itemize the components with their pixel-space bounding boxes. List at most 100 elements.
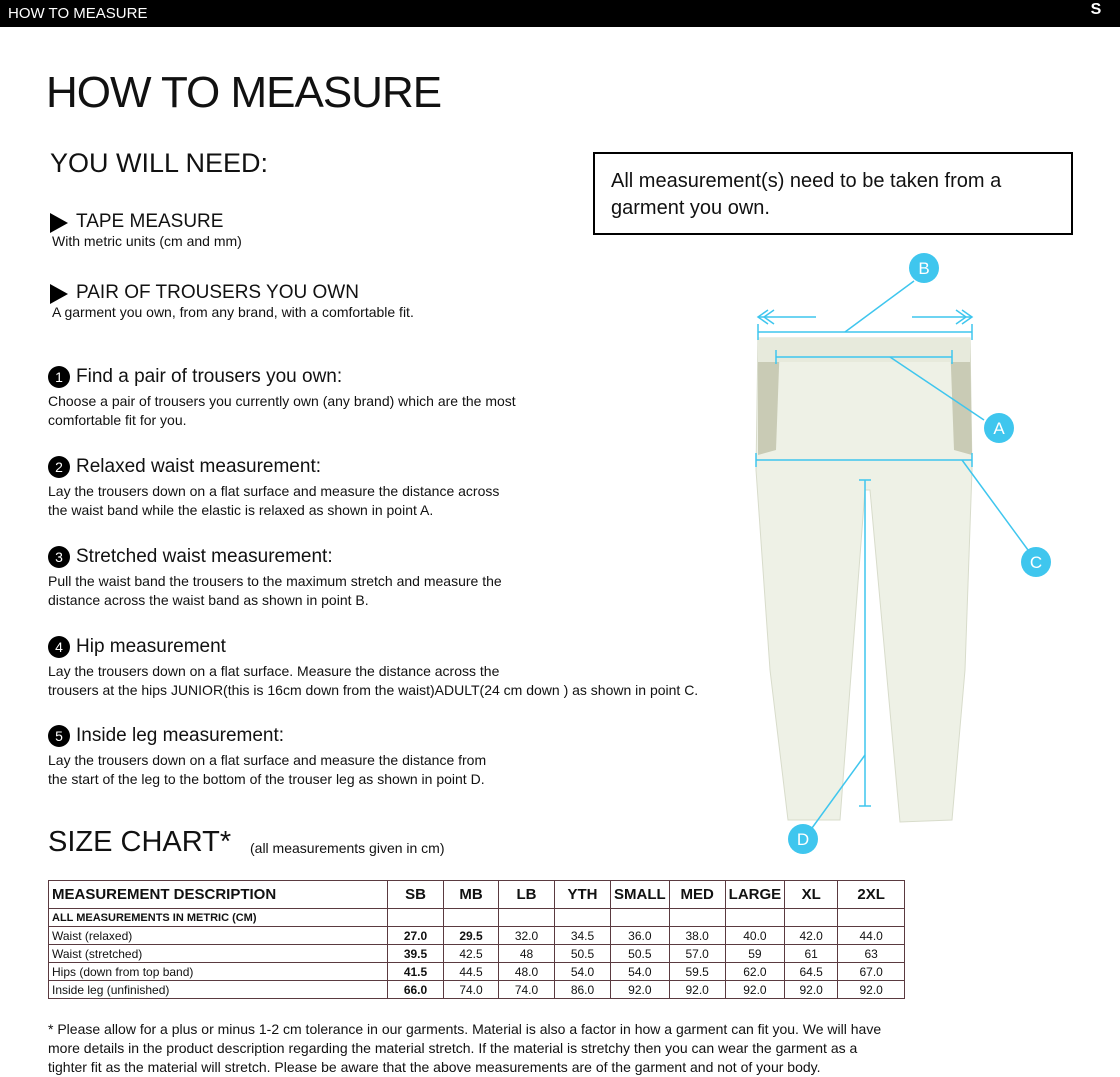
table-cell: 63 xyxy=(837,944,906,963)
step-title: Relaxed waist measurement: xyxy=(76,456,321,477)
top-bar: HOW TO MEASURE S SURRIDGE xyxy=(0,0,1120,35)
column-header: XL xyxy=(784,880,839,909)
table-cell xyxy=(387,908,444,927)
table-cell xyxy=(724,908,786,927)
table-cell: 92.0 xyxy=(724,980,786,999)
you-will-need-title: YOU WILL NEED: xyxy=(50,148,269,178)
table-row: Waist (stretched) 39.5 42.5 48 50.5 50.5 57.0 5… xyxy=(48,944,906,963)
step-title: Inside leg measurement: xyxy=(76,725,285,746)
step-text: Choose a pair of trousers you currently … xyxy=(48,393,516,428)
column-header: LB xyxy=(498,880,555,909)
column-header: SB xyxy=(387,880,444,909)
step-title: Find a pair of trousers you own: xyxy=(76,366,343,387)
table-cell xyxy=(784,908,839,927)
step-title: Hip measurement xyxy=(76,636,226,657)
table-cell: 74.0 xyxy=(498,980,555,999)
step-title: Stretched waist measurement: xyxy=(76,546,333,567)
step-number-icon: 4 xyxy=(48,636,70,658)
table-cell xyxy=(443,908,499,927)
size-chart-title: SIZE CHART* xyxy=(48,826,232,858)
table-row: Waist (relaxed) 27.0 29.5 32.0 34.5 36.0 38.0 4… xyxy=(48,926,906,945)
table-subheader-row: ALL MEASUREMENTS IN METRIC (CM) xyxy=(48,908,906,927)
column-header: LARGE xyxy=(724,880,786,909)
table-header-row: MEASUREMENT DESCRIPTION SB MB LB YTH SMALL MED… xyxy=(48,880,906,909)
column-header: MB xyxy=(443,880,499,909)
column-header: MED xyxy=(668,880,726,909)
table-cell xyxy=(498,908,555,927)
table-row: Hips (down from top band) 41.5 44.5 48.0 54.… xyxy=(48,962,906,981)
surridge-logo: S SURRIDGE xyxy=(1081,1,1111,35)
step-number-icon: 3 xyxy=(48,546,70,568)
table-cell: 67.0 xyxy=(837,962,906,981)
footnote: * Please allow for a plus or minus 1-2 c… xyxy=(48,1021,882,1075)
column-header: YTH xyxy=(554,880,611,909)
table-cell: 32.0 xyxy=(498,926,555,945)
table-cell: 92.0 xyxy=(668,980,726,999)
table-cell xyxy=(668,908,726,927)
table-cell: 64.5 xyxy=(784,962,839,981)
table-cell: 42.0 xyxy=(784,926,839,945)
step-1: 1 Find a pair of trousers you own: Choose … xyxy=(48,366,748,430)
table-cell: 44.5 xyxy=(443,962,499,981)
label-d: D xyxy=(797,830,809,849)
column-header: SMALL xyxy=(610,880,670,909)
table-cell: 41.5 xyxy=(387,962,444,981)
size-chart-table: MEASUREMENT DESCRIPTION SB MB LB YTH SMALL MED… xyxy=(48,880,906,999)
table-cell: 48.0 xyxy=(498,962,555,981)
table-cell: 92.0 xyxy=(610,980,670,999)
step-5: 5 Inside leg measurement: Lay the trousers… xyxy=(48,725,748,789)
table-cell: 50.5 xyxy=(554,944,611,963)
play-triangle-icon xyxy=(50,283,68,304)
table-cell: 50.5 xyxy=(610,944,670,963)
step-3: 3 Stretched waist measurement: Pull the wa… xyxy=(48,546,748,610)
table-cell: 59.5 xyxy=(668,962,726,981)
table-cell: ALL MEASUREMENTS IN METRIC (CM) xyxy=(48,908,388,927)
table-cell: 74.0 xyxy=(443,980,499,999)
table-cell: 48 xyxy=(498,944,555,963)
table-cell: 57.0 xyxy=(668,944,726,963)
trousers-diagram: B A C D xyxy=(755,253,1051,854)
table-cell: 61 xyxy=(784,944,839,963)
step-2: 2 Relaxed waist measurement: Lay the trous… xyxy=(48,456,748,520)
table-cell: 86.0 xyxy=(554,980,611,999)
table-cell: 36.0 xyxy=(610,926,670,945)
step-text: Lay the trousers down on a flat surface.… xyxy=(48,663,699,698)
column-header: MEASUREMENT DESCRIPTION xyxy=(48,880,388,909)
need-item-trousers: PAIR OF TROUSERS YOU OWN A garment you o… xyxy=(50,282,414,320)
table-cell: 66.0 xyxy=(387,980,444,999)
table-cell: Waist (stretched) xyxy=(48,944,388,963)
step-number-icon: 5 xyxy=(48,725,70,747)
column-header: 2XL xyxy=(837,880,906,909)
table-cell: 44.0 xyxy=(837,926,906,945)
table-cell: 39.5 xyxy=(387,944,444,963)
table-cell: 38.0 xyxy=(668,926,726,945)
table-row: Inside leg (unfinished) 66.0 74.0 74.0 86.0 9… xyxy=(48,980,906,999)
top-bar-title: HOW TO MEASURE xyxy=(8,5,148,22)
label-b: B xyxy=(918,259,929,278)
table-cell: 92.0 xyxy=(784,980,839,999)
label-c: C xyxy=(1030,553,1042,572)
table-cell: Inside leg (unfinished) xyxy=(48,980,388,999)
table-cell: 40.0 xyxy=(724,926,786,945)
table-cell: 92.0 xyxy=(837,980,906,999)
step-4: 4 Hip measurement Lay the trousers down on… xyxy=(48,636,748,700)
table-cell: 27.0 xyxy=(387,926,444,945)
table-cell xyxy=(554,908,611,927)
table-cell: 34.5 xyxy=(554,926,611,945)
table-cell: Waist (relaxed) xyxy=(48,926,388,945)
marker-d xyxy=(788,824,818,854)
step-number-icon: 1 xyxy=(48,366,70,388)
step-text: Lay the trousers down on a flat surface … xyxy=(48,752,487,787)
play-triangle-icon xyxy=(50,212,68,233)
trousers-illustration xyxy=(755,337,973,823)
note-box: All measurement(s) need to be taken from… xyxy=(593,152,1073,235)
label-a: A xyxy=(993,419,1005,438)
marker-c xyxy=(1021,547,1051,577)
table-cell xyxy=(610,908,670,927)
step-text: Pull the waist band the trousers to the … xyxy=(48,573,502,608)
step-text: Lay the trousers down on a flat surface … xyxy=(48,483,500,518)
table-cell: 42.5 xyxy=(443,944,499,963)
table-cell: 62.0 xyxy=(724,962,786,981)
table-cell: 29.5 xyxy=(443,926,499,945)
step-number-icon: 2 xyxy=(48,456,70,478)
